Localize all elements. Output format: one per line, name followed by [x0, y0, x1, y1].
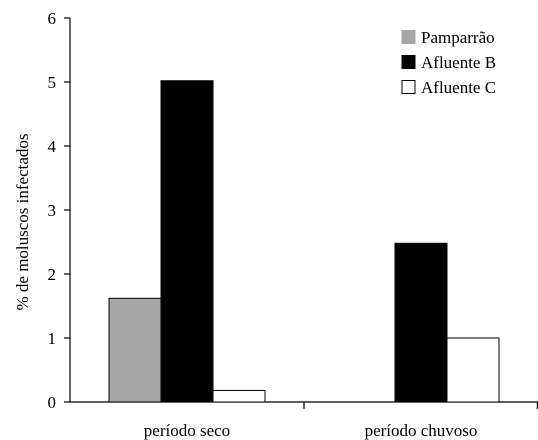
bar-afluente-c-1 — [212, 389, 266, 403]
y-axis-label: % de moluscos infectados — [13, 133, 32, 310]
y-tick-label: 0 — [48, 393, 57, 412]
y-tick-label: 4 — [48, 137, 57, 156]
legend-label: Afluente B — [421, 53, 496, 72]
x-category-labels: período seco período chuvoso — [144, 421, 478, 440]
legend-swatch — [401, 30, 416, 44]
y-tick-label: 6 — [48, 9, 57, 28]
y-tick-label: 1 — [48, 329, 57, 348]
legend: Pamparrão Afluente B Afluente C — [401, 28, 496, 97]
bar-afluente-c-2 — [446, 337, 500, 403]
x-category-label: período chuvoso — [365, 421, 478, 440]
y-tick-label: 5 — [48, 73, 57, 92]
legend-label: Pamparrão — [421, 28, 495, 47]
bar-afluente-b-1 — [160, 80, 214, 403]
bar-afluente-b-2 — [394, 242, 448, 403]
y-tick-label: 2 — [48, 265, 57, 284]
legend-label: Afluente C — [421, 78, 496, 97]
x-category-label: período seco — [144, 421, 230, 440]
legend-swatch — [401, 80, 416, 94]
legend-swatch — [401, 55, 416, 69]
y-tick-labels: 0 1 2 3 4 5 6 — [48, 9, 57, 412]
y-tick-label: 3 — [48, 201, 57, 220]
bars — [108, 80, 500, 403]
bar-pamparrão-1 — [108, 297, 162, 403]
